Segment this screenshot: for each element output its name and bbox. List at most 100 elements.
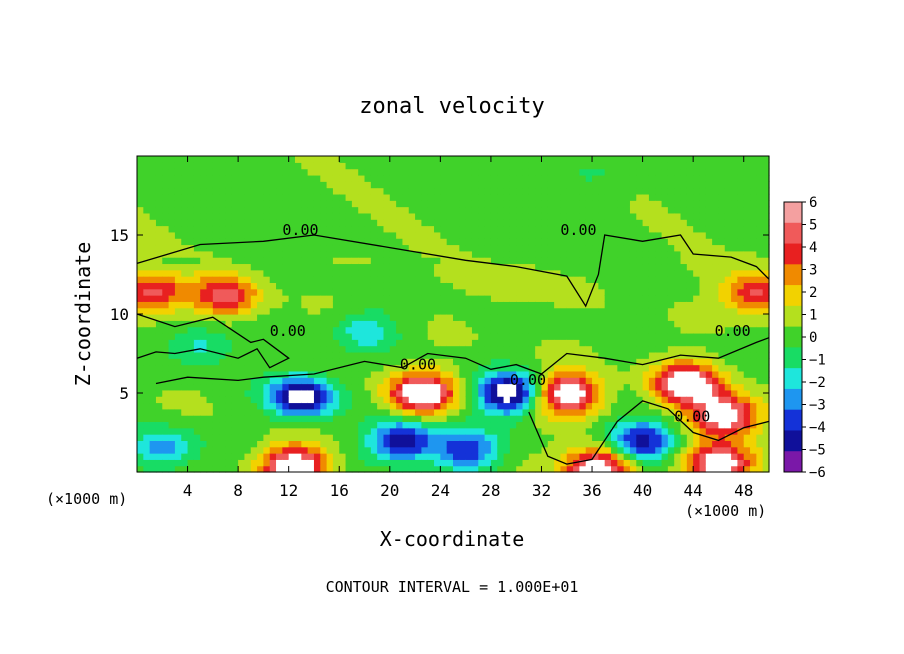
heatmap-cell [604, 421, 612, 429]
heatmap-cell [434, 440, 441, 448]
heatmap-cell [200, 263, 208, 271]
heatmap-cell [225, 200, 233, 208]
heatmap-cell [149, 181, 157, 189]
heatmap-cell [434, 434, 441, 441]
heatmap-cell [269, 301, 277, 309]
heatmap-cell [244, 332, 252, 340]
heatmap-cell [611, 238, 618, 246]
heatmap-cell [269, 377, 277, 385]
heatmap-cell [750, 358, 757, 366]
heatmap-cell [459, 181, 467, 189]
heatmap-cell [263, 314, 271, 321]
heatmap-cell [471, 465, 479, 473]
heatmap-cell [528, 389, 536, 397]
heatmap-cell [301, 345, 309, 353]
heatmap-cell [301, 282, 309, 290]
heatmap-cell [402, 250, 410, 258]
heatmap-cell [699, 187, 707, 195]
heatmap-cell [383, 440, 391, 448]
heatmap-cell [453, 231, 460, 239]
heatmap-cell [282, 459, 290, 467]
heatmap-cell [705, 162, 713, 170]
heatmap-cell [642, 162, 650, 170]
heatmap-cell [440, 427, 448, 435]
heatmap-cell [699, 415, 707, 423]
heatmap-cell [396, 162, 404, 170]
heatmap-cell [162, 326, 170, 334]
heatmap-cell [193, 225, 201, 233]
heatmap-cell [648, 440, 656, 448]
heatmap-cell [200, 156, 208, 163]
heatmap-cell [585, 351, 593, 359]
heatmap-cell [446, 427, 454, 435]
heatmap-cell [181, 257, 189, 265]
heatmap-cell [554, 282, 562, 290]
heatmap-cell [680, 225, 688, 233]
heatmap-cell [762, 364, 770, 372]
heatmap-cell [383, 269, 391, 277]
heatmap-cell [592, 434, 599, 441]
heatmap-cell [250, 314, 258, 321]
heatmap-cell [206, 244, 214, 252]
heatmap-cell [162, 206, 170, 214]
heatmap-cell [193, 314, 201, 321]
heatmap-cell [560, 244, 568, 252]
heatmap-cell [408, 282, 416, 290]
heatmap-cell [585, 453, 593, 460]
heatmap-cell [547, 200, 555, 208]
heatmap-cell [301, 421, 309, 429]
heatmap-cell [415, 269, 422, 277]
heatmap-cell [187, 156, 195, 163]
heatmap-cell [212, 269, 220, 277]
heatmap-cell [756, 263, 764, 271]
heatmap-cell [351, 402, 359, 410]
heatmap-cell [269, 370, 277, 378]
heatmap-cell [718, 238, 726, 246]
heatmap-cell [655, 408, 663, 416]
heatmap-cell [598, 326, 606, 334]
heatmap-cell [402, 212, 410, 220]
heatmap-cell [389, 193, 397, 201]
heatmap-cell [269, 402, 277, 410]
heatmap-cell [598, 402, 606, 410]
heatmap-cell [446, 193, 454, 201]
heatmap-cell [484, 339, 492, 347]
heatmap-cell [313, 174, 321, 182]
heatmap-cell [560, 402, 568, 410]
heatmap-cell [174, 427, 182, 435]
heatmap-cell [326, 206, 334, 214]
heatmap-cell [332, 358, 340, 366]
heatmap-cell [326, 250, 334, 258]
heatmap-cell [743, 465, 751, 473]
heatmap-cell [257, 358, 264, 366]
heatmap-cell [313, 320, 321, 328]
heatmap-cell [143, 301, 151, 309]
heatmap-cell [585, 168, 593, 176]
heatmap-cell [705, 168, 713, 176]
heatmap-cell [453, 263, 460, 271]
heatmap-cell [465, 162, 473, 170]
heatmap-cell [541, 257, 549, 265]
heatmap-cell [313, 250, 321, 258]
heatmap-cell [566, 421, 574, 429]
heatmap-cell [762, 314, 770, 321]
heatmap-cell [408, 415, 416, 423]
heatmap-cell [244, 389, 252, 397]
heatmap-cell [301, 453, 309, 460]
heatmap-cell [440, 295, 448, 302]
heatmap-cell [560, 307, 568, 315]
heatmap-cell [187, 301, 195, 309]
heatmap-cell [617, 181, 625, 189]
heatmap-cell [339, 250, 347, 258]
heatmap-cell [699, 440, 707, 448]
heatmap-cell [402, 181, 410, 189]
heatmap-cell [402, 314, 410, 321]
heatmap-cell [389, 156, 397, 163]
heatmap-cell [642, 396, 650, 404]
heatmap-cell [585, 370, 593, 378]
heatmap-cell [604, 364, 612, 372]
heatmap-cell [326, 370, 334, 378]
heatmap-cell [288, 301, 296, 309]
heatmap-cell [554, 434, 562, 441]
heatmap-cell [162, 396, 170, 404]
